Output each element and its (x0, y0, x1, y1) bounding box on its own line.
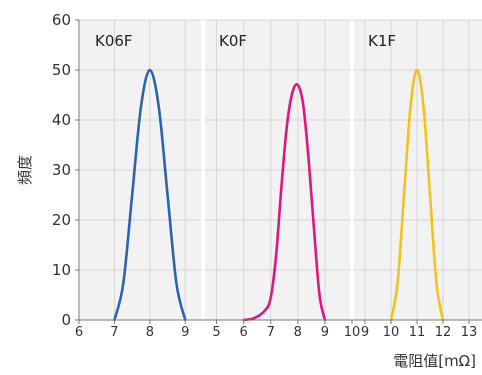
x-tick-label: 13 (461, 325, 478, 340)
panel-label-k1f: K1F (368, 32, 396, 50)
x-tick-label: 11 (409, 325, 426, 340)
panel-label-k06f: K06F (95, 32, 133, 50)
x-tick-label: 6 (75, 325, 83, 340)
x-tick-label: 7 (110, 325, 118, 340)
y-tick-label: 10 (52, 261, 71, 279)
x-tick-label: 8 (146, 325, 154, 340)
grid-layer (78, 19, 482, 321)
y-tick-label: 50 (52, 61, 71, 79)
distribution-curve-k06f (113, 68, 187, 322)
distribution-curve-k1f (389, 68, 445, 322)
x-tick-label: 10 (383, 325, 400, 340)
x-tick-label: 7 (267, 325, 275, 340)
x-tick-label: 12 (435, 325, 452, 340)
y-tick-label: 20 (52, 211, 71, 229)
x-tick-label: 9 (361, 325, 369, 340)
x-tick-label: 9 (321, 325, 329, 340)
panel-label-k0f: K0F (219, 32, 247, 50)
y-tick-label: 0 (61, 311, 71, 329)
x-tick-label: 6 (239, 325, 247, 340)
curve-layer (113, 68, 445, 322)
x-tick-label: 8 (294, 325, 302, 340)
x-axis-title: 電阻值[mΩ] (393, 352, 476, 370)
axis-layer (75, 19, 482, 324)
x-tick-label: 9 (181, 325, 189, 340)
x-tick-label: 5 (212, 325, 220, 340)
y-tick-label: 30 (52, 161, 71, 179)
y-tick-label: 40 (52, 111, 71, 129)
distribution-curve-k0f (242, 83, 327, 322)
x-tick-label: 10 (344, 325, 361, 340)
y-axis-title: 頻度 (16, 155, 34, 185)
y-tick-label: 60 (52, 11, 71, 29)
